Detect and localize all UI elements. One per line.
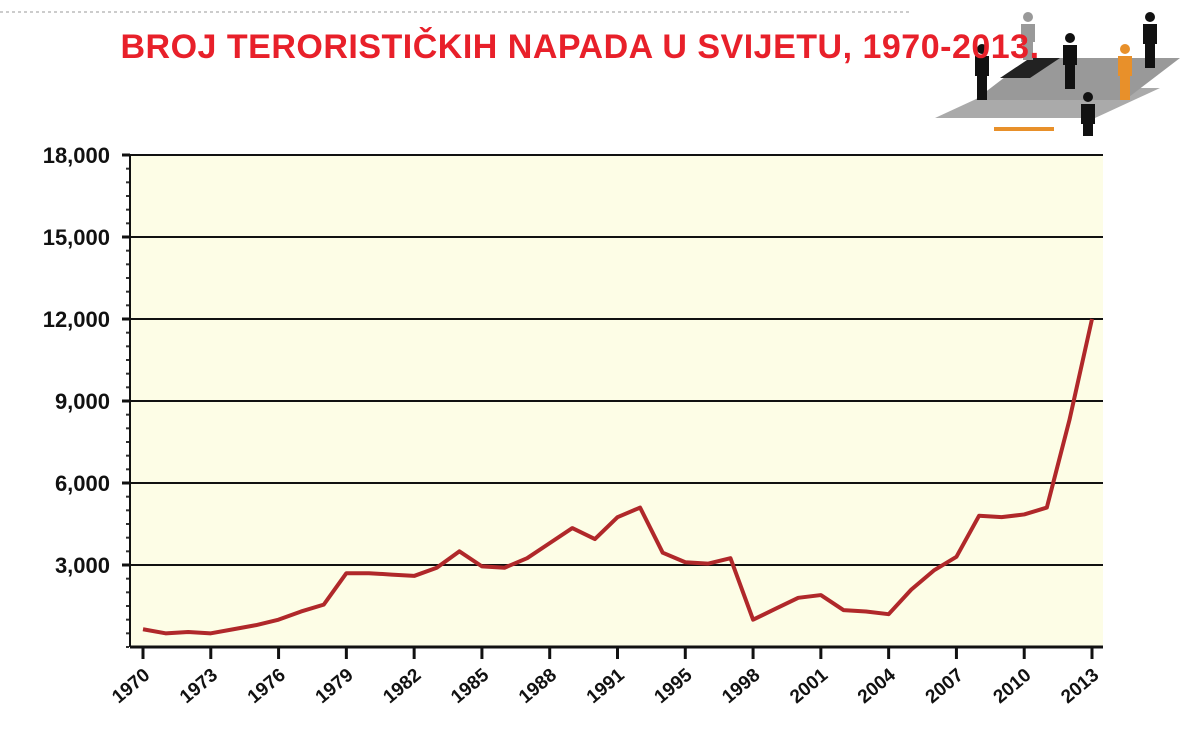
x-tick-label: 2007 — [922, 665, 968, 708]
x-tick-label: 1988 — [515, 665, 561, 708]
y-tick-label: 12,000 — [43, 307, 110, 332]
chart: 3,000 6,000 9,000 12,000 15,000 18,000 1970 197… — [0, 0, 1187, 734]
chart-title: BROJ TERORISTIČKIH NAPADA U SVIJETU, 197… — [40, 22, 1120, 72]
x-tick-label: 1970 — [108, 665, 154, 708]
y-tick-label: 15,000 — [43, 225, 110, 250]
x-tick-label: 1991 — [583, 664, 629, 708]
x-tick-label: 1973 — [176, 665, 222, 708]
y-tick-label: 6,000 — [55, 471, 110, 496]
page: 3,000 6,000 9,000 12,000 15,000 18,000 1970 197… — [0, 0, 1187, 734]
x-tick-label: 1979 — [312, 665, 358, 708]
x-tick-label: 1998 — [718, 665, 764, 708]
x-tick-label: 1982 — [379, 665, 425, 708]
x-tick-label: 1976 — [244, 665, 290, 708]
y-tick-label: 3,000 — [55, 553, 110, 578]
x-tick-label: 1985 — [447, 664, 493, 708]
x-tick-label: 1995 — [651, 664, 697, 708]
y-tick-label: 18,000 — [43, 143, 110, 168]
x-tick-label: 2010 — [990, 665, 1036, 708]
x-tick-label: 2004 — [854, 664, 900, 708]
x-tick-label: 2001 — [786, 664, 832, 708]
y-tick-label: 9,000 — [55, 389, 110, 414]
x-tick-label: 2013 — [1057, 665, 1103, 708]
